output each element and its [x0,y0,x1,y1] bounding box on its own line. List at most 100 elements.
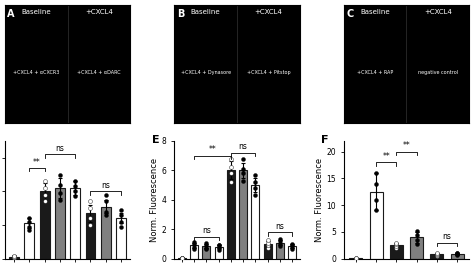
Point [102,209,109,214]
Point [392,244,400,248]
Point [56,182,64,187]
Bar [9,257,19,259]
Bar [370,192,383,259]
Text: Baseline: Baseline [360,9,390,15]
Point [372,171,380,175]
Point [56,191,64,195]
Point [239,171,247,175]
Text: E: E [152,135,159,145]
Point [102,213,109,217]
Point [352,256,360,261]
Text: +CXCL4 + Pitstop: +CXCL4 + Pitstop [246,70,290,75]
Point [117,225,125,229]
Point [26,225,33,229]
Text: ns: ns [101,181,110,190]
Bar [24,223,34,259]
Point [117,220,125,224]
Bar [101,206,111,259]
Point [56,172,64,177]
Point [87,223,94,227]
Bar [55,188,65,259]
Point [264,238,272,242]
Point [392,241,400,245]
Point [252,173,259,177]
Point [190,242,198,246]
Bar [227,170,235,259]
Text: A: A [7,9,15,19]
Point [41,179,48,183]
Point [215,246,222,250]
Point [433,254,441,258]
Text: F: F [321,135,328,145]
Point [372,198,380,202]
Bar [85,213,95,259]
Bar [264,244,272,259]
Text: +CXCL4: +CXCL4 [85,9,113,15]
Point [413,229,420,233]
Text: +CXCL4 + RAP: +CXCL4 + RAP [357,70,393,75]
Point [26,216,33,220]
Bar [252,185,259,259]
Point [178,256,185,260]
Text: **: ** [383,152,390,161]
Bar [202,246,210,259]
Point [392,246,400,250]
Point [178,256,185,260]
Point [289,242,296,246]
Point [26,220,33,224]
Point [202,243,210,247]
Point [433,253,441,257]
Point [26,228,33,232]
Bar [70,188,80,259]
Point [102,199,109,204]
Point [102,193,109,197]
Point [72,189,79,194]
Point [41,199,48,204]
Point [352,256,360,261]
Point [352,256,360,261]
Point [289,247,296,251]
Point [413,233,420,237]
Point [264,246,272,250]
Point [56,198,64,202]
Text: ns: ns [239,143,247,152]
Point [215,248,222,252]
Bar [430,254,444,259]
Point [239,167,247,171]
Bar [450,254,464,259]
Text: +CXCL4 + αDARC: +CXCL4 + αDARC [77,70,121,75]
Point [453,252,461,257]
Point [10,255,18,260]
Bar [215,247,222,259]
Bar [116,218,126,259]
Point [453,251,461,256]
Point [289,243,296,248]
Point [87,216,94,220]
Point [227,171,235,175]
Point [392,242,400,246]
Text: ns: ns [202,227,210,235]
Point [190,240,198,244]
Bar [239,170,247,259]
Point [276,242,284,246]
Point [413,242,420,246]
Point [10,254,18,258]
Text: +CXCL4 + αCXCR3: +CXCL4 + αCXCR3 [13,70,59,75]
Point [453,253,461,257]
Point [252,180,259,184]
Point [87,206,94,210]
Bar [190,246,198,259]
Point [117,208,125,212]
Point [433,252,441,256]
Point [227,180,235,184]
Text: **: ** [402,142,410,150]
Point [252,186,259,190]
Bar [39,191,49,259]
Point [117,213,125,217]
Point [227,156,235,161]
Point [10,256,18,260]
Point [252,193,259,197]
Point [202,241,210,245]
Point [413,238,420,242]
Point [276,237,284,241]
